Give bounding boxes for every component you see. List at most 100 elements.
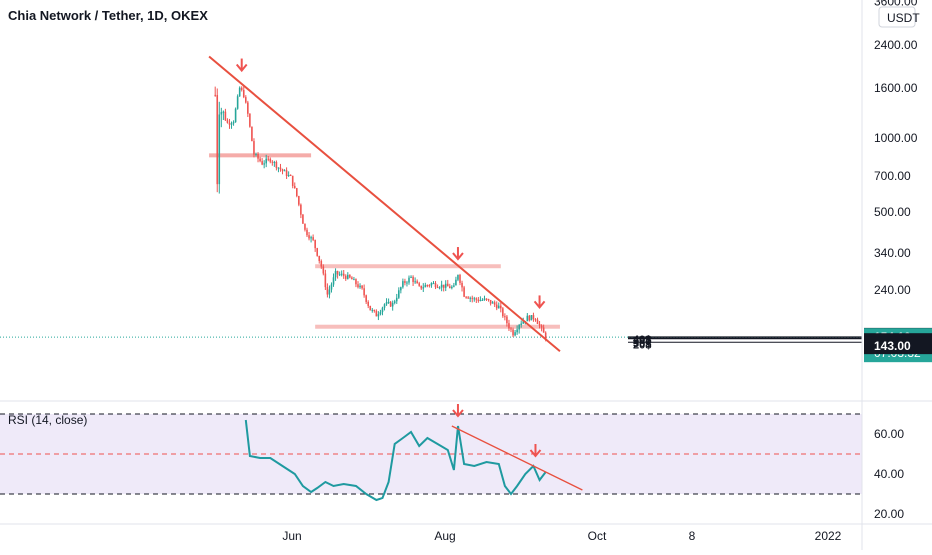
candle-body [457,275,459,280]
candle-body [347,275,349,279]
candle-body [349,275,351,278]
price-axis-tick: 500.00 [874,205,911,219]
candle-body [463,287,465,296]
candle-body [327,287,329,294]
candle-body [269,159,271,162]
price-pane [0,57,862,352]
candle-body [306,230,308,235]
candle-body [527,316,529,321]
candle-body [529,316,531,321]
candle-body [512,329,514,335]
candle-body [478,300,480,301]
candle-body [272,162,274,163]
candle-body [290,175,292,176]
time-axis-tick: Jun [282,529,301,543]
candle-body [471,298,473,299]
candle-body [302,215,304,224]
candle-body [323,267,325,274]
price-axis-tick: 2400.00 [874,38,918,52]
candle-body [498,306,500,309]
candle-body [490,300,492,304]
candle-body [506,317,508,324]
candle-body [329,290,331,295]
rsi-label: RSI (14, close) [8,413,87,427]
candle-body [516,329,518,332]
support-resistance-zone [315,264,501,268]
candle-body [308,235,310,238]
candle-body [543,328,545,333]
candle-body [337,271,339,274]
candle-body [229,123,231,125]
candle-body [294,186,296,188]
candle-body [480,300,482,301]
candle-body [441,285,443,288]
candle-body [314,240,316,248]
candle-body [508,323,510,328]
candle-body [402,281,404,287]
level-143-text: 143.00 [874,339,911,353]
rsi-pane [0,414,862,500]
candle-body [304,224,306,230]
candle-body [345,276,347,279]
candle-body [533,315,535,319]
candle-body [406,283,408,284]
candle-body [288,175,290,176]
candle-body [388,302,390,303]
candle-body [390,302,392,307]
candle-body [492,302,494,303]
currency-label: USDT [887,11,920,25]
candle-body [494,302,496,304]
candle-body [429,285,431,286]
candle-body [453,285,455,286]
candle-body [259,159,261,162]
candle-body [449,286,451,288]
candle-body [473,298,475,299]
candle-body [433,283,435,284]
price-axis-tick: 340.00 [874,246,911,260]
candle-body [461,283,463,287]
candle-body [412,277,414,282]
candle-body [435,283,437,287]
candle-body [488,299,490,300]
down-arrow-marker [535,295,545,307]
price-axis-tick: 1000.00 [874,131,918,145]
candle-body [235,109,237,122]
candle-body [486,299,488,300]
overlays: 40$30$20$20$ [237,59,652,456]
candle-body [518,325,520,330]
candle-body [504,316,506,317]
candle-body [410,277,412,278]
candle-body [247,103,249,114]
candle-body [223,112,225,113]
candle-body [425,285,427,287]
candle-body [500,306,502,309]
rsi-axis-tick: 20.00 [874,507,904,521]
candle-body [333,277,335,284]
candle-body [284,170,286,171]
candle-body [414,281,416,282]
candle-body [422,287,424,288]
candle-body [384,304,386,307]
candle-body [374,310,376,311]
candle-body [325,274,327,288]
candle-body [276,162,278,168]
target-label: 20$ [633,335,651,347]
candle-body [398,290,400,297]
candle-body [339,274,341,275]
candle-body [359,286,361,287]
candle-body [380,312,382,314]
candle-body [243,90,245,97]
candle-body [537,320,539,324]
candle-body [431,283,433,285]
candle-body [416,281,418,283]
candle-body [376,311,378,316]
candle-body [214,95,216,96]
candle-body [312,237,314,240]
candle-body [353,279,355,280]
candle-body [482,300,484,301]
candle-body [451,287,453,288]
candle-body [476,298,478,299]
time-axis-tick: Aug [434,529,455,543]
candle-body [404,281,406,283]
